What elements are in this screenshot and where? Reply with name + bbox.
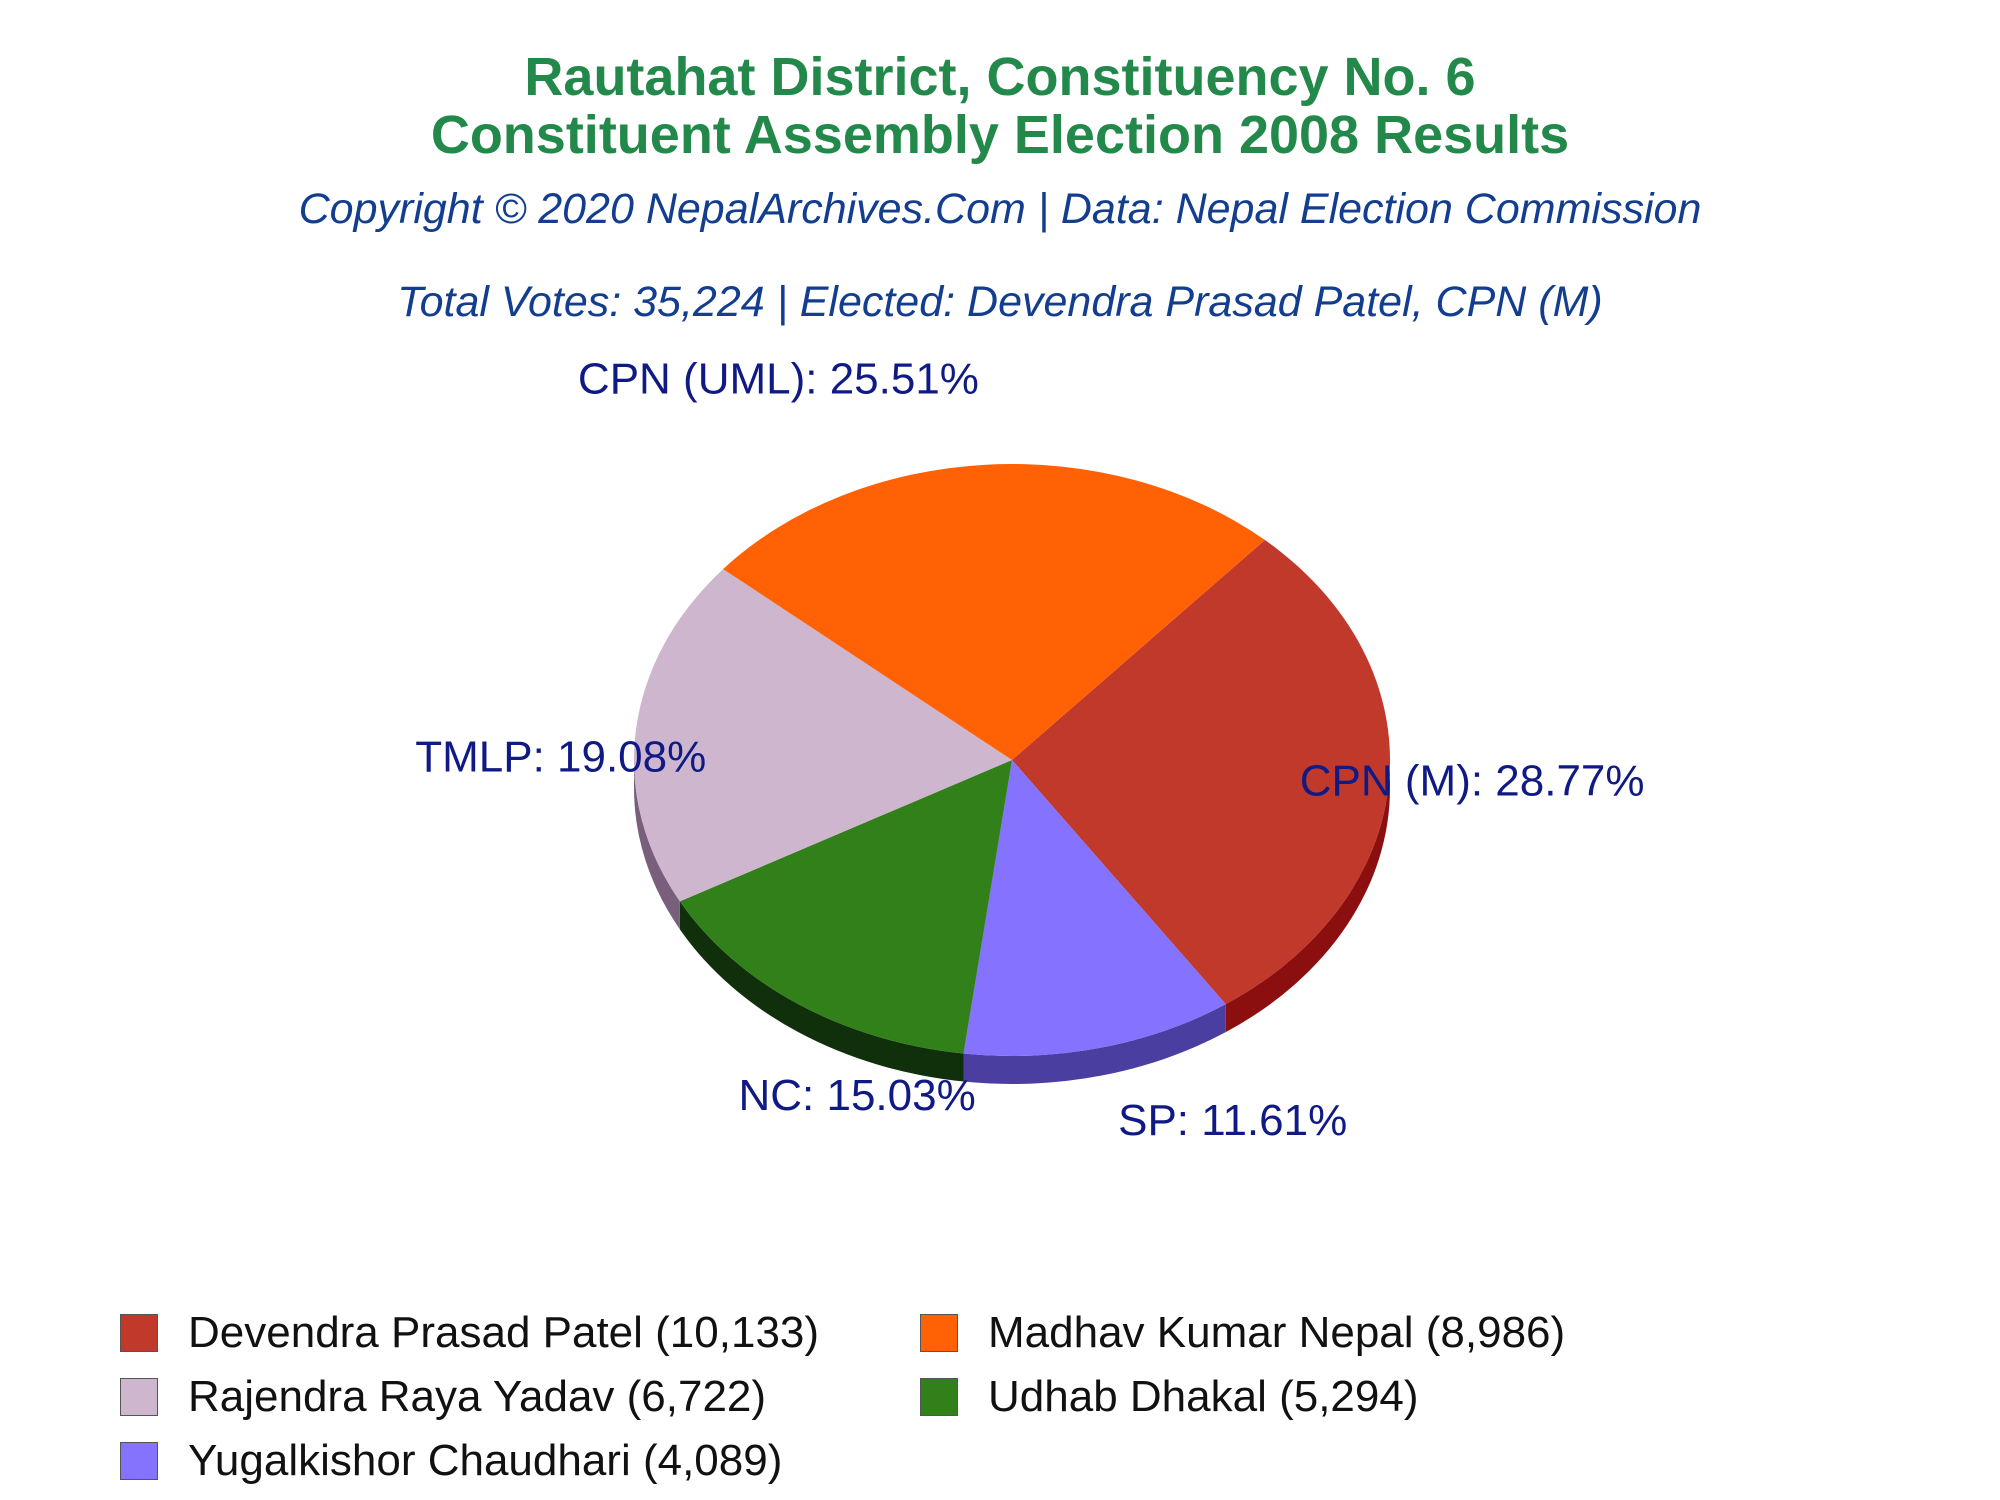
pie-slice-sp <box>963 760 1226 1056</box>
legend-swatch <box>920 1314 958 1352</box>
pie-slice-tmlp <box>633 569 1012 902</box>
legend-swatch <box>120 1378 158 1416</box>
legend-item: Udhab Dhakal (5,294) <box>920 1369 1720 1425</box>
pie-slice-side-nc <box>679 901 964 1082</box>
legend-swatch <box>920 1378 958 1416</box>
legend-swatch <box>120 1442 158 1480</box>
pie-depth-layer <box>634 760 1390 1084</box>
slice-label-tmlp: TMLP: 19.08% <box>415 733 706 782</box>
pie-slice-side-sp <box>963 1004 1226 1084</box>
legend-label: Madhav Kumar Nepal (8,986) <box>988 1308 1566 1357</box>
chart-title-line1: Rautahat District, Constituency No. 6 <box>524 47 1476 107</box>
pie-slice-side-tmlp <box>634 760 680 930</box>
legend-label: Devendra Prasad Patel (10,133) <box>188 1308 820 1357</box>
legend-swatch <box>120 1314 158 1352</box>
legend-label: Yugalkishor Chaudhari (4,089) <box>188 1436 783 1485</box>
pie-slice-side-cpn-m <box>1225 760 1390 1033</box>
pie-slice-nc <box>679 760 1012 1054</box>
legend-item: Madhav Kumar Nepal (8,986) <box>920 1305 1720 1361</box>
slice-label-sp: SP: 11.61% <box>1118 1096 1347 1145</box>
slice-label-cpn-m: CPN (M): 28.77% <box>1300 756 1645 805</box>
legend-label: Rajendra Raya Yadav (6,722) <box>188 1372 767 1421</box>
pie-top-layer <box>633 463 1390 1056</box>
chart-legend: Devendra Prasad Patel (10,133) Madhav Kum… <box>120 1305 1820 1489</box>
pie-chart: CPN (M): 28.77% SP: 11.61% NC: 15.03% TMLP:… <box>415 355 1644 1145</box>
pie-label-layer: CPN (M): 28.77% SP: 11.61% NC: 15.03% TMLP:… <box>415 355 1644 1145</box>
legend-label: Udhab Dhakal (5,294) <box>988 1372 1419 1421</box>
legend-item: Yugalkishor Chaudhari (4,089) <box>120 1433 920 1489</box>
legend-item: Devendra Prasad Patel (10,133) <box>120 1305 920 1361</box>
legend-item: Rajendra Raya Yadav (6,722) <box>120 1369 920 1425</box>
chart-title-line2: Constituent Assembly Election 2008 Resul… <box>430 105 1570 165</box>
pie-slice-cpn-m <box>1012 540 1390 1005</box>
slice-label-cpn-uml: CPN (UML): 25.51% <box>578 355 979 404</box>
slice-label-nc: NC: 15.03% <box>738 1071 975 1120</box>
pie-slice-cpn-uml <box>723 463 1265 760</box>
vote-summary: Total Votes: 35,224 | Elected: Devendra … <box>397 278 1603 326</box>
copyright-line: Copyright © 2020 NepalArchives.Com | Dat… <box>298 185 1702 233</box>
